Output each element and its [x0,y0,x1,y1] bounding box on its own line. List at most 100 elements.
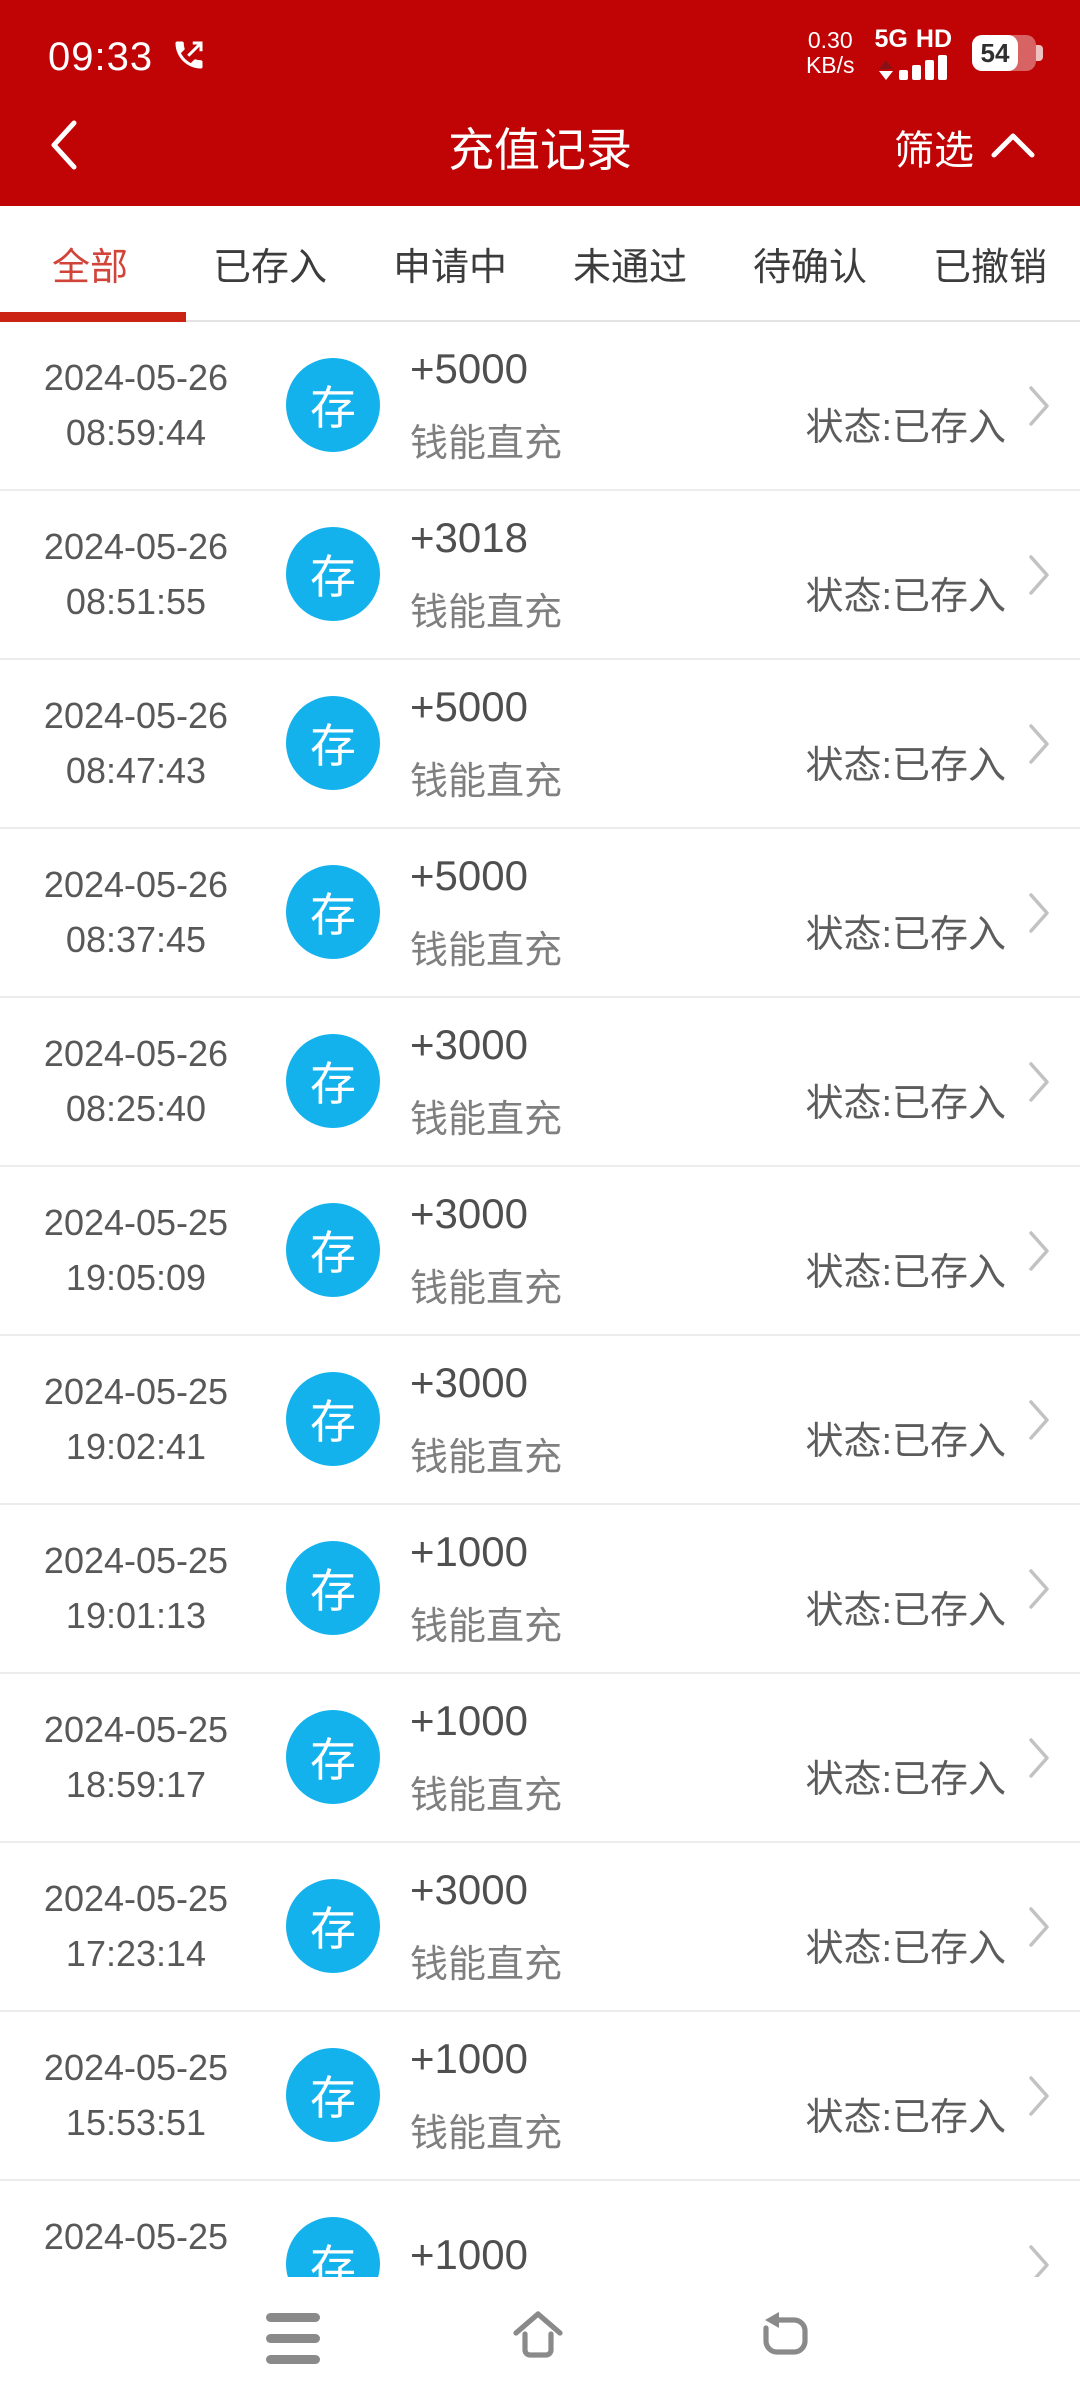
record-row[interactable]: 2024-05-25 15:53:51 存 +1000 钱能直充 状态:已存入 [0,2012,1080,2181]
record-channel: 钱能直充 [410,422,563,465]
record-amount: +5000 [410,344,528,392]
record-datetime: 2024-05-26 08:59:44 [0,322,272,489]
deposit-icon: 存 [286,1879,380,1973]
deposit-icon-char: 存 [310,551,356,603]
deposit-icon-char: 存 [310,720,356,772]
record-status: 状态:已存入 [805,1252,1006,1294]
record-date: 2024-05-26 [43,357,229,398]
record-main: +3000 钱能直充 [410,1336,562,1503]
network-speed-unit: KB/s [805,52,855,78]
record-status: 状态:已存入 [805,914,1006,956]
record-datetime: 2024-05-26 08:47:43 [0,660,272,827]
record-time: 08:25:40 [65,1088,207,1129]
record-status: 状态:已存入 [805,1083,1006,1125]
tab[interactable]: 未通过 [540,206,720,320]
record-datetime: 2024-05-26 08:25:40 [0,998,272,1165]
battery-level: 54 [980,37,1010,68]
record-channel: 钱能直充 [410,1436,563,1479]
tab[interactable]: 全部 [0,206,186,322]
tab[interactable]: 申请中 [360,206,540,320]
deposit-icon-char: 存 [310,382,356,434]
chevron-right-icon [1026,2073,1052,2124]
status-time: 09:33 [48,35,154,79]
chevron-right-icon [1026,1059,1052,1110]
record-date: 2024-05-26 [43,864,229,905]
record-status: 状态:已存入 [805,745,1006,787]
back-nav-button[interactable] [756,2309,814,2368]
tab-bar: 全部 已存入 申请中 未通过 待确认 已撤销 [0,206,1080,322]
chevron-right-icon [1026,890,1052,941]
record-datetime: 2024-05-26 08:37:45 [0,829,272,996]
record-row[interactable]: 2024-05-25 18:59:17 存 +1000 钱能直充 状态:已存入 [0,1674,1080,1843]
deposit-icon: 存 [286,1034,380,1128]
deposit-icon-char: 存 [310,1227,356,1279]
record-status: 状态:已存入 [805,1590,1006,1632]
data-activity-icon [879,60,894,80]
record-row[interactable]: 2024-05-26 08:47:43 存 +5000 钱能直充 状态:已存入 [0,660,1080,829]
tab-label: 待确认 [752,246,867,289]
record-channel: 钱能直充 [410,1098,563,1141]
chevron-right-icon [1026,1904,1052,1955]
record-row[interactable]: 2024-05-25 19:02:41 存 +3000 钱能直充 状态:已存入 [0,1336,1080,1505]
home-button[interactable] [506,2307,570,2370]
record-main: +1000 [410,2181,528,2348]
record-main: +5000 钱能直充 [410,829,562,996]
status-bar-left: 09:33 [48,35,207,80]
record-amount: +1000 [410,1696,528,1744]
record-row[interactable]: 2024-05-26 08:25:40 存 +3000 钱能直充 状态:已存入 [0,998,1080,1167]
record-main: +5000 钱能直充 [410,322,562,489]
record-amount: +5000 [410,851,528,899]
record-row[interactable]: 2024-05-25 19:05:09 存 +3000 钱能直充 状态:已存入 [0,1167,1080,1336]
chevron-right-icon [1026,1397,1052,1448]
record-amount: +1000 [410,2034,528,2082]
record-date: 2024-05-25 [43,1709,229,1750]
hd-label: HD [915,25,952,53]
record-row[interactable]: 2024-05-26 08:37:45 存 +5000 钱能直充 状态:已存入 [0,829,1080,998]
record-row[interactable]: 2024-05-26 08:59:44 存 +5000 钱能直充 状态:已存入 [0,322,1080,491]
record-date: 2024-05-25 [43,1202,229,1243]
back-button[interactable] [44,115,84,180]
record-main: +5000 钱能直充 [410,660,562,827]
deposit-icon: 存 [286,2048,380,2142]
status-bar: 09:33 0.30 KB/s 5G HD [0,0,1080,88]
header: 充值记录 筛选 [0,88,1080,206]
deposit-icon-char: 存 [310,1058,356,1110]
deposit-icon: 存 [286,527,380,621]
record-status: 状态:已存入 [805,1421,1006,1463]
record-date: 2024-05-25 [43,1540,229,1581]
record-status: 状态:已存入 [805,407,1006,449]
record-row[interactable]: 2024-05-25 19:01:13 存 +1000 钱能直充 状态:已存入 [0,1505,1080,1674]
record-row[interactable]: 2024-05-26 08:51:55 存 +3018 钱能直充 状态:已存入 [0,491,1080,660]
record-date: 2024-05-25 [43,2216,229,2257]
record-row[interactable]: 2024-05-25 17:23:14 存 +3000 钱能直充 状态:已存入 [0,1843,1080,2012]
record-time: 19:01:13 [65,1595,207,1636]
record-date: 2024-05-26 [43,695,229,736]
record-main: +1000 钱能直充 [410,1674,562,1841]
page-title: 充值记录 [448,124,632,176]
record-datetime: 2024-05-25 17:23:14 [0,1843,272,2010]
tab[interactable]: 待确认 [720,206,900,320]
chevron-right-icon [1026,1228,1052,1279]
recents-button[interactable] [266,2313,320,2364]
deposit-icon: 存 [286,865,380,959]
record-main: +3000 钱能直充 [410,1843,562,2010]
record-time: 08:59:44 [65,412,207,453]
chevron-right-icon [1026,1566,1052,1617]
record-amount: +3000 [410,1358,528,1406]
record-amount: +1000 [410,1527,528,1575]
battery-icon: 54 [972,35,1043,71]
filter-button[interactable]: 筛选 [894,118,1036,176]
chevron-right-icon [1026,1735,1052,1786]
record-time: 08:51:55 [65,581,207,622]
missed-call-icon [171,37,207,78]
tab-label: 未通过 [572,246,687,289]
record-time: 15:53:51 [65,2102,207,2143]
chevron-right-icon [1026,552,1052,603]
network-speed: 0.30 KB/s [806,28,855,78]
tab[interactable]: 已撤销 [900,206,1080,320]
record-main: +1000 钱能直充 [410,1505,562,1672]
record-datetime: 2024-05-25 19:02:41 [0,1336,272,1503]
record-time: 08:37:45 [65,919,207,960]
tab[interactable]: 已存入 [180,206,360,320]
